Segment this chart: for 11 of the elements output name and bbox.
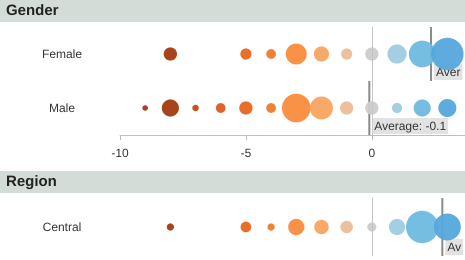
ref-line-label: Aver (436, 65, 460, 79)
x-tick-label: -5 (240, 146, 252, 160)
chart-title: Gender (0, 0, 465, 22)
ref-line-label: Average: -0.1 (374, 119, 446, 133)
chart-title: Region (0, 171, 465, 193)
x-tick-label: 0 (368, 146, 376, 160)
y-tick-label: Female (42, 47, 82, 61)
y-tick-label: Central (42, 220, 82, 234)
y-tick-label: Male (48, 101, 76, 115)
ref-line-label: Av (447, 240, 462, 254)
x-tick-label: -10 (111, 146, 129, 160)
